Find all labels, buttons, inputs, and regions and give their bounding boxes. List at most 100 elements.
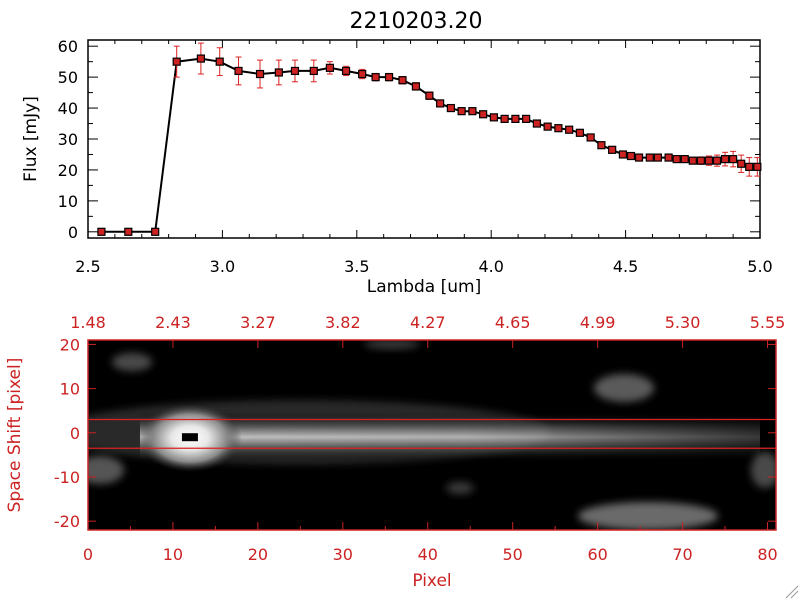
spectrum-y-tick-label: 50: [58, 68, 78, 87]
spectrum-point: [543, 122, 552, 131]
image-x-tick-label: 0: [83, 545, 93, 564]
spectrum-x-tick-label: 5.0: [747, 257, 772, 276]
spectrum-point: [704, 156, 714, 165]
spectrum-point: [371, 73, 380, 82]
image-top-tick-label: 3.27: [240, 313, 276, 332]
image-x-tick-label: 30: [333, 545, 353, 564]
spectrum-data: [97, 42, 762, 236]
spectrum-y-axis-label: Flux [mJy]: [21, 96, 41, 182]
noise-blob-2: [594, 374, 654, 402]
spectrum-point: [680, 155, 689, 164]
spectrum-y-ticks: 0 10 20 30 40 50 60: [58, 37, 760, 242]
image-x-tick-label: 70: [672, 545, 692, 564]
noise-blob-5: [364, 340, 420, 349]
spectrum-x-ticks: 2.5 3.0 3.5 4.0 4.5 5.0: [75, 40, 773, 276]
spectrum-point: [565, 125, 574, 134]
spectrum-point: [398, 76, 407, 85]
spectrum-point: [634, 153, 644, 162]
image-top-tick-label: 2.43: [155, 313, 191, 332]
spectrum-point: [745, 162, 754, 171]
spectrum-x-tick-label: 3.0: [210, 257, 235, 276]
spectrum-point: [255, 69, 265, 79]
spectrum-point: [358, 69, 367, 79]
spectrum-point: [234, 66, 243, 76]
image-top-tick-label: 1.48: [70, 313, 106, 332]
image-x-tick-label: 20: [248, 545, 268, 564]
image-x-ticks: 0 10 20 30 40 50 60 70 80: [83, 522, 778, 564]
spectrum-point: [575, 128, 585, 137]
spectrum-point: [151, 227, 160, 236]
spectrum-point: [436, 99, 445, 108]
spectrum-point: [554, 124, 563, 133]
resize-grip[interactable]: [785, 585, 799, 599]
image-top-tick-label: 4.99: [580, 313, 616, 332]
image-x-tick-label: 40: [418, 545, 438, 564]
spectral-image-plot: 0 10 20 30 40 50 60 70 80 -20 -10 0 10 20 1.48 2.43 3.…: [5, 313, 785, 591]
image-y-axis-label: Space Shift [pixel]: [5, 358, 25, 513]
noise-blob-6: [751, 452, 776, 488]
spectrum-point: [309, 66, 318, 76]
spectrum-point: [532, 119, 541, 128]
spectrum-point: [618, 150, 628, 159]
spectrum-point: [325, 63, 335, 72]
spectrum-point: [411, 82, 421, 91]
spectrum-y-tick-label: 20: [58, 161, 78, 180]
spectrum-point: [522, 114, 531, 123]
spectrum-point: [753, 162, 762, 171]
image-y-tick-label: -10: [54, 468, 80, 487]
image-top-tick-label: 5.55: [750, 313, 786, 332]
spectrum-point: [737, 159, 746, 168]
chart-title: 2210203.20: [350, 9, 483, 34]
spectrum-x-axis-label: Lambda [um]: [367, 277, 481, 297]
image-x-tick-label: 10: [163, 545, 183, 564]
spectrum-point: [586, 133, 595, 142]
spectrum-point: [712, 156, 722, 165]
spectrum-point: [672, 155, 681, 164]
spectrum-point: [468, 107, 477, 116]
spectrum-x-tick-label: 4.5: [613, 257, 638, 276]
spectrum-point: [479, 110, 488, 119]
image-top-tick-label: 3.82: [325, 313, 361, 332]
spectral-image-frame: [87, 339, 777, 531]
spectrum-point: [274, 68, 283, 77]
image-x-axis-label: Pixel: [412, 571, 451, 591]
image-x-tick-label: 80: [757, 545, 777, 564]
spectrum-point: [696, 156, 705, 165]
spectrum-plot-frame: [87, 39, 761, 239]
spectrum-x-tick-label: 3.5: [344, 257, 369, 276]
spectrum-point: [446, 103, 455, 113]
noise-blob-3: [578, 502, 718, 530]
spectrum-x-tick-label: 2.5: [75, 257, 100, 276]
spectrum-point: [664, 153, 673, 162]
spectrum-point: [653, 153, 662, 162]
spectrum-point: [729, 155, 738, 164]
spectrum-point: [720, 155, 730, 164]
spectrum-y-tick-label: 40: [58, 99, 78, 118]
peak-marker: [181, 433, 198, 442]
spectrum-line: [101, 57, 758, 233]
spectrum-point: [341, 66, 351, 76]
spectrum-point: [97, 227, 106, 236]
image-x-tick-label: 50: [503, 545, 523, 564]
image-top-wavelength-ticks: 1.48 2.43 3.27 3.82 4.27 4.65 4.99 5.30 5.55: [70, 313, 785, 348]
spectrum-point: [457, 107, 466, 116]
spectrum-point: [196, 54, 205, 63]
spectrum-point: [124, 227, 133, 236]
spectrum-point: [384, 73, 394, 82]
spectrum-point: [626, 151, 636, 161]
spectral-image-overlay: [88, 418, 776, 449]
spectrum-point: [608, 145, 617, 154]
spectrum-y-tick-label: 10: [58, 192, 78, 211]
image-x-tick-label: 60: [587, 545, 607, 564]
image-y-tick-label: 20: [60, 335, 80, 354]
spectrum-plot: 2.5 3.0 3.5 4.0 4.5 5.0 0 10 20 30 40 50 60 Lambda …: [21, 37, 773, 297]
spectrum-x-tick-label: 4.0: [478, 257, 503, 276]
spectrum-y-tick-label: 60: [58, 37, 78, 56]
noise-blob-4: [88, 456, 124, 484]
spectrum-point: [290, 66, 300, 76]
image-y-tick-label: -20: [54, 512, 80, 531]
image-y-tick-label: 10: [60, 380, 80, 399]
image-top-tick-label: 5.30: [665, 313, 701, 332]
spectrum-point: [500, 114, 509, 123]
